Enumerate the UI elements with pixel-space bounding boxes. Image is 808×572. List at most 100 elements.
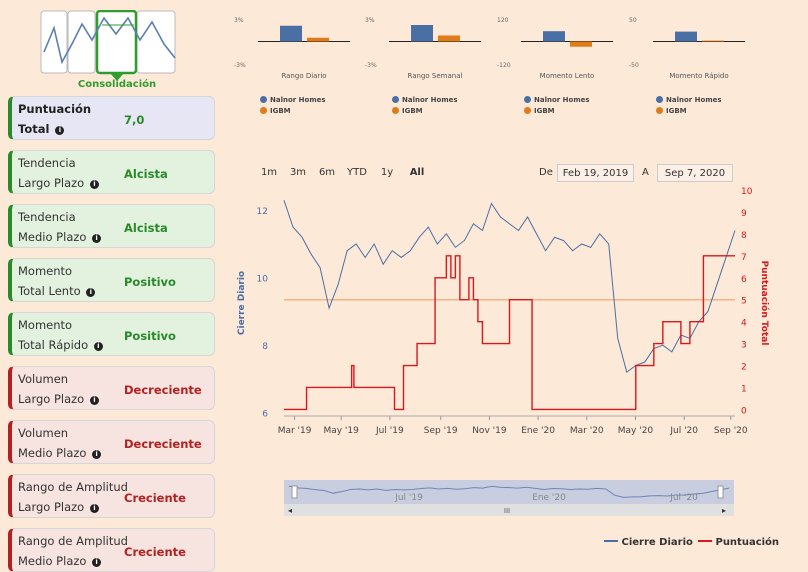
- x-tick-label: Jul '19: [375, 426, 404, 436]
- y-tick-label: 10: [257, 275, 269, 285]
- card-title: Tendencia: [18, 156, 76, 170]
- mini-chart-momento-rapido: 50 -50 Momento Rápido: [629, 17, 745, 80]
- navigator-handle-right[interactable]: [717, 485, 724, 499]
- mini-chart-momento-lento: 120 -120 Momento Lento: [497, 17, 613, 80]
- tick-label: 120: [497, 17, 509, 24]
- tick-label: 3%: [365, 17, 375, 24]
- bar-igbm[interactable]: [307, 37, 329, 42]
- x-tick-label: Sep '20: [714, 426, 748, 436]
- card-subtitle: Largo Plazo i: [18, 176, 99, 190]
- bar-nalnor[interactable]: [411, 25, 433, 42]
- info-icon[interactable]: i: [89, 396, 99, 405]
- card-value: Decreciente: [124, 383, 202, 397]
- info-icon[interactable]: i: [92, 450, 102, 459]
- card-title: Momento: [18, 264, 73, 278]
- y2-axis-title: Puntuación Total: [759, 261, 770, 346]
- logo-label: Consolidación: [77, 79, 157, 90]
- info-icon[interactable]: i: [89, 180, 99, 189]
- x-tick-label: May '20: [618, 426, 654, 436]
- x-tick-label: Jul '20: [669, 426, 698, 436]
- mini-chart-title: Rango Diario: [281, 72, 326, 80]
- indicator-card: Volumen Medio Plazo i Decreciente: [8, 420, 215, 464]
- legend-item-cierre[interactable]: Cierre Diario: [604, 537, 693, 548]
- info-icon[interactable]: i: [92, 234, 102, 243]
- x-tick-label: Sep '19: [424, 426, 458, 436]
- x-tick-label: Nov '19: [472, 426, 507, 436]
- scroll-grip-icon[interactable]: III: [504, 507, 510, 515]
- bar-igbm[interactable]: [438, 35, 460, 42]
- card-subtitle: Largo Plazo i: [18, 392, 99, 406]
- mini-legend: Nalnor Homes IGBM: [260, 95, 326, 117]
- y2-tick-label: 0: [741, 406, 747, 416]
- y2-tick-label: 4: [741, 319, 747, 329]
- legend-item-puntuacion[interactable]: Puntuación: [698, 537, 779, 548]
- range-button-1m[interactable]: 1m: [260, 167, 278, 178]
- navigator-label: Jul '19: [394, 493, 423, 503]
- range-button-1y[interactable]: 1y: [380, 167, 394, 178]
- to-date-input[interactable]: Sep 7, 2020: [657, 164, 733, 182]
- mini-chart-rango-semanal: 3% -3% Rango Semanal: [365, 17, 481, 80]
- indicator-card: Puntuación Total i 7,0: [8, 96, 215, 140]
- card-subtitle: Total Rápido i: [18, 338, 103, 352]
- navigator[interactable]: Jul '19 Ene '20 Jul '20 ◂ ▸ III: [284, 480, 734, 518]
- navigator-series: [288, 485, 730, 498]
- indicator-card: Rango de Amplitud Medio Plazo i Creciente: [8, 528, 215, 572]
- card-subtitle: Total i: [18, 122, 65, 136]
- mini-legend: Nalnor Homes IGBM: [392, 95, 458, 117]
- bar-igbm[interactable]: [570, 41, 592, 47]
- bar-nalnor[interactable]: [675, 31, 697, 42]
- card-title: Puntuación: [18, 102, 92, 116]
- y-tick-label: 12: [257, 207, 268, 217]
- card-title: Tendencia: [18, 210, 76, 224]
- info-icon[interactable]: i: [93, 342, 103, 351]
- card-value: Positivo: [124, 329, 176, 343]
- card-title: Momento: [18, 318, 73, 332]
- tick-label: -120: [497, 62, 511, 69]
- info-icon[interactable]: i: [86, 288, 96, 297]
- from-label: De: [539, 167, 553, 178]
- x-tick-label: May '19: [323, 426, 359, 436]
- indicator-card: Tendencia Largo Plazo i Alcista: [8, 150, 215, 194]
- y2-tick-label: 7: [741, 253, 747, 263]
- scroll-right-icon[interactable]: ▸: [722, 506, 726, 515]
- indicator-card: Momento Total Rápido i Positivo: [8, 312, 215, 356]
- series-cierre-diario[interactable]: [283, 199, 736, 373]
- mini-chart-title: Rango Semanal: [408, 72, 463, 80]
- info-icon[interactable]: i: [89, 504, 99, 513]
- bar-nalnor[interactable]: [280, 25, 302, 42]
- card-value: Alcista: [124, 221, 168, 235]
- navigator-scrollbar[interactable]: [284, 504, 734, 516]
- x-tick-label: Ene '20: [521, 426, 555, 436]
- x-tick-label: Mar '19: [278, 426, 312, 436]
- navigator-handle-left[interactable]: [291, 485, 298, 499]
- card-subtitle: Medio Plazo i: [18, 446, 102, 460]
- mini-legend: Nalnor Homes IGBM: [656, 95, 722, 117]
- range-button-6m[interactable]: 6m: [318, 167, 336, 178]
- bar-igbm[interactable]: [702, 40, 724, 42]
- indicator-card: Rango de Amplitud Largo Plazo i Creciente: [8, 474, 215, 518]
- y2-tick-label: 6: [741, 275, 747, 285]
- navigator-label: Ene '20: [532, 493, 566, 503]
- y2-tick-label: 10: [741, 187, 753, 197]
- scroll-left-icon[interactable]: ◂: [288, 506, 292, 515]
- y-axis-title: Cierre Diario: [237, 271, 247, 335]
- card-title: Rango de Amplitud: [18, 480, 128, 494]
- range-button-ytd[interactable]: YTD: [347, 167, 367, 178]
- series-puntuacion[interactable]: [284, 255, 735, 411]
- range-button-all[interactable]: All: [409, 167, 425, 178]
- tick-label: 50: [629, 17, 637, 24]
- navigator-window[interactable]: [284, 480, 734, 504]
- range-button-3m[interactable]: 3m: [289, 167, 307, 178]
- card-title: Volumen: [18, 372, 69, 386]
- tick-label: -3%: [365, 62, 377, 69]
- bar-nalnor[interactable]: [543, 31, 565, 42]
- from-date-input[interactable]: Feb 19, 2019: [557, 164, 634, 182]
- y-tick-label: 8: [262, 342, 268, 352]
- y2-tick-label: 9: [741, 209, 747, 219]
- tick-label: -3%: [234, 62, 246, 69]
- info-icon[interactable]: i: [55, 126, 65, 135]
- y2-tick-label: 2: [741, 363, 747, 373]
- info-icon[interactable]: i: [92, 558, 102, 567]
- card-value: Alcista: [124, 167, 168, 181]
- card-value: 7,0: [124, 113, 145, 127]
